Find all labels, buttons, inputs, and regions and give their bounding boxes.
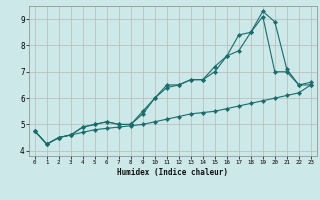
X-axis label: Humidex (Indice chaleur): Humidex (Indice chaleur) xyxy=(117,168,228,177)
